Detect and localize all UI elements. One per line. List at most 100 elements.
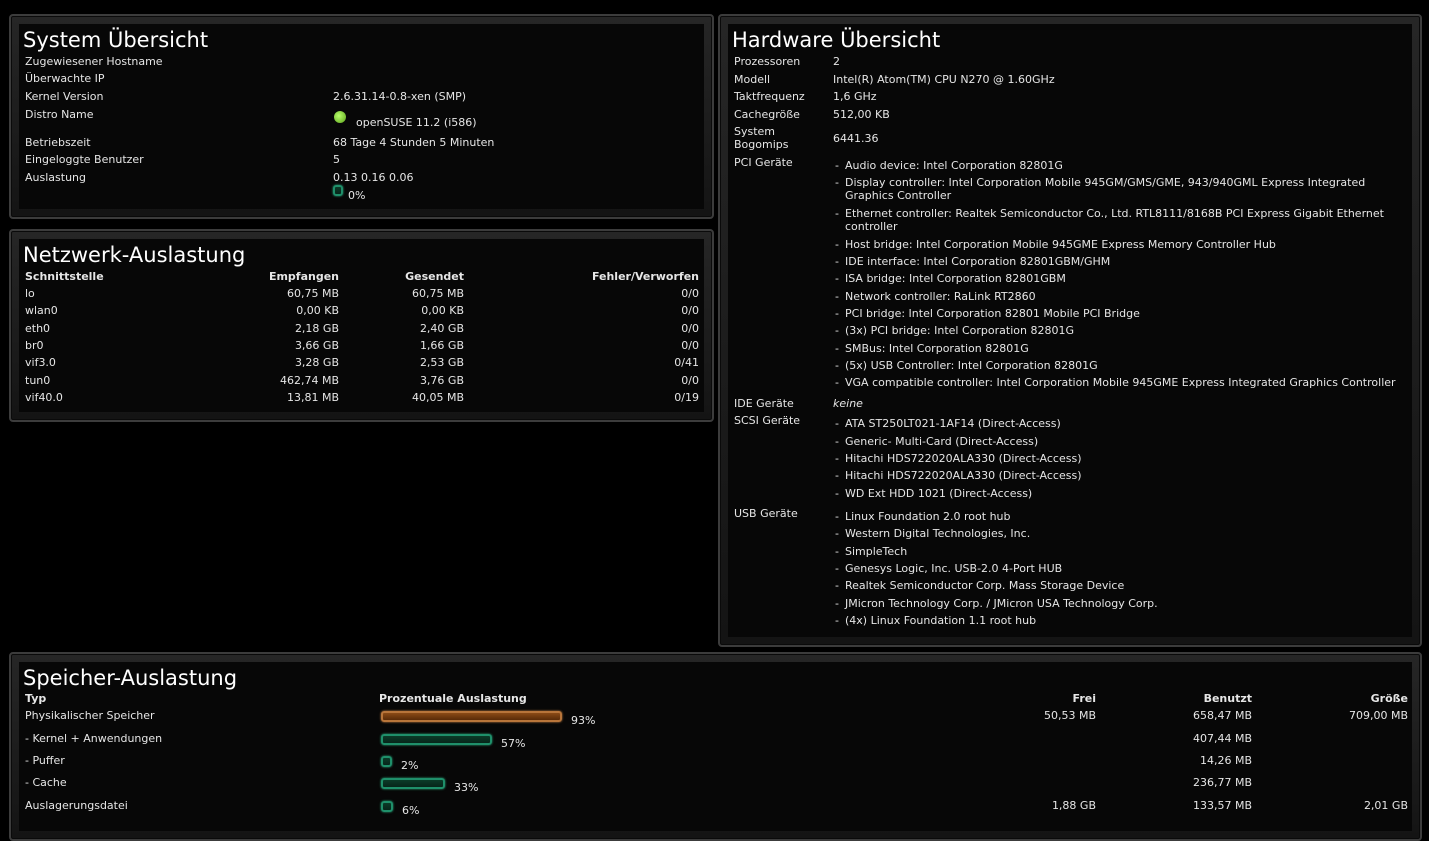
- ip-label: Überwachte IP: [25, 72, 105, 85]
- list-item: Hitachi HDS722020ALA330 (Direct-Access): [834, 452, 1406, 469]
- memory-header-percent: Prozentuale Auslastung: [379, 692, 527, 705]
- list-item: ATA ST250LT021-1AF14 (Direct-Access): [834, 417, 1406, 435]
- received-value: 462,74 MB: [279, 374, 339, 387]
- memory-header-used: Benutzt: [1203, 692, 1252, 705]
- uptime-label: Betriebszeit: [25, 136, 91, 149]
- list-item: (5x) USB Controller: Intel Corporation 8…: [834, 359, 1406, 376]
- usage-percent: 6%: [402, 804, 420, 817]
- list-item: SimpleTech: [834, 545, 1406, 562]
- received-value: 0,00 KB: [296, 304, 339, 317]
- size-value: 2,01 GB: [1363, 799, 1408, 812]
- bogomips-label-line2: Bogomips: [734, 138, 789, 151]
- network-title: Netzwerk-Auslastung: [23, 243, 246, 267]
- usage-percent: 2%: [401, 759, 419, 772]
- list-item: Ethernet controller: Realtek Semiconduct…: [834, 207, 1406, 238]
- errors-value: 0/0: [681, 287, 699, 300]
- list-item: Audio device: Intel Corporation 82801G: [834, 159, 1406, 176]
- used-value: 236,77 MB: [1192, 776, 1252, 789]
- received-value: 3,28 GB: [294, 356, 339, 369]
- pci-device-list: Audio device: Intel Corporation 82801G D…: [834, 159, 1406, 393]
- memory-panel: Speicher-Auslastung Typ Prozentuale Ausl…: [9, 652, 1422, 841]
- received-value: 2,18 GB: [294, 322, 339, 335]
- hostname-label: Zugewiesener Hostname: [25, 55, 163, 68]
- clock-label: Taktfrequenz: [734, 90, 805, 103]
- list-item: Hitachi HDS722020ALA330 (Direct-Access): [834, 469, 1406, 487]
- cache-label: Cachegröße: [734, 108, 800, 121]
- sent-value: 2,53 GB: [419, 356, 464, 369]
- system-overview-body: [19, 24, 704, 209]
- network-header-sent: Gesendet: [405, 270, 464, 283]
- usage-bar: [381, 711, 562, 722]
- list-item: Realtek Semiconductor Corp. Mass Storage…: [834, 579, 1406, 597]
- kernel-value: 2.6.31.14-0.8-xen (SMP): [333, 90, 467, 103]
- network-header-received: Empfangen: [268, 270, 339, 283]
- sent-value: 0,00 KB: [421, 304, 464, 317]
- model-label: Modell: [734, 73, 771, 86]
- bogomips-label-line1: System: [734, 125, 776, 138]
- sent-value: 60,75 MB: [411, 287, 464, 300]
- list-item: (3x) PCI bridge: Intel Corporation 82801…: [834, 324, 1406, 342]
- system-overview-title: System Übersicht: [23, 28, 209, 52]
- errors-value: 0/0: [681, 304, 699, 317]
- processors-value: 2: [833, 55, 840, 68]
- usage-percent: 93%: [571, 714, 596, 727]
- received-value: 13,81 MB: [286, 391, 339, 404]
- pci-label: PCI Geräte: [734, 156, 793, 169]
- list-item: VGA compatible controller: Intel Corpora…: [834, 376, 1406, 393]
- list-item: Western Digital Technologies, Inc.: [834, 527, 1406, 545]
- processors-label: Prozessoren: [734, 55, 801, 68]
- memory-type: Physikalischer Speicher: [25, 709, 155, 722]
- memory-type: - Puffer: [25, 754, 65, 767]
- list-item: Generic- Multi-Card (Direct-Access): [834, 435, 1406, 452]
- errors-value: 0/0: [681, 339, 699, 352]
- memory-title: Speicher-Auslastung: [23, 666, 238, 690]
- clock-value: 1,6 GHz: [833, 90, 877, 103]
- list-item: Network controller: RaLink RT2860: [834, 290, 1406, 307]
- network-header-interface: Schnittstelle: [25, 270, 104, 283]
- list-item: IDE interface: Intel Corporation 82801GB…: [834, 255, 1406, 272]
- usage-bar: [381, 734, 492, 745]
- list-item: WD Ext HDD 1021 (Direct-Access): [834, 487, 1406, 504]
- usage-bar: [381, 801, 393, 812]
- opensuse-logo-icon: [334, 111, 346, 123]
- sent-value: 1,66 GB: [419, 339, 464, 352]
- list-item: PCI bridge: Intel Corporation 82801 Mobi…: [834, 307, 1406, 324]
- model-value: Intel(R) Atom(TM) CPU N270 @ 1.60GHz: [833, 73, 1055, 86]
- memory-header-size: Größe: [1370, 692, 1408, 705]
- load-label: Auslastung: [25, 171, 86, 184]
- memory-body: [19, 662, 1412, 831]
- scsi-label: SCSI Geräte: [734, 414, 801, 427]
- hardware-panel: Hardware Übersicht Prozessoren 2 Modell …: [718, 14, 1422, 647]
- load-value: 0.13 0.16 0.06: [333, 171, 414, 184]
- free-value: 1,88 GB: [1051, 799, 1096, 812]
- usage-bar: [381, 756, 392, 767]
- cache-value: 512,00 KB: [833, 108, 890, 121]
- usage-bar: [381, 778, 445, 789]
- memory-type: - Kernel + Anwendungen: [25, 732, 163, 745]
- list-item: Genesys Logic, Inc. USB-2.0 4-Port HUB: [834, 562, 1406, 579]
- sent-value: 3,76 GB: [419, 374, 464, 387]
- hardware-title: Hardware Übersicht: [732, 28, 941, 52]
- usb-label: USB Geräte: [734, 507, 798, 520]
- free-value: 50,53 MB: [1043, 709, 1096, 722]
- list-item: Display controller: Intel Corporation Mo…: [834, 176, 1406, 207]
- used-value: 14,26 MB: [1199, 754, 1252, 767]
- load-bar: [333, 185, 343, 196]
- kernel-label: Kernel Version: [25, 90, 104, 103]
- memory-type: Auslagerungsdatei: [25, 799, 128, 812]
- list-item: SMBus: Intel Corporation 82801G: [834, 342, 1406, 359]
- memory-header-free: Frei: [1072, 692, 1096, 705]
- memory-type: - Cache: [25, 776, 67, 789]
- usage-percent: 33%: [454, 781, 479, 794]
- interface-name: vif40.0: [25, 391, 63, 404]
- interface-name: lo: [25, 287, 35, 300]
- uptime-value: 68 Tage 4 Stunden 5 Minuten: [333, 136, 495, 149]
- network-header-errors: Fehler/Verworfen: [591, 270, 699, 283]
- received-value: 60,75 MB: [286, 287, 339, 300]
- network-panel: Netzwerk-Auslastung Schnittstelle Empfan…: [9, 229, 714, 422]
- users-label: Eingeloggte Benutzer: [25, 153, 144, 166]
- used-value: 658,47 MB: [1192, 709, 1252, 722]
- interface-name: eth0: [25, 322, 51, 335]
- sent-value: 2,40 GB: [419, 322, 464, 335]
- used-value: 133,57 MB: [1192, 799, 1252, 812]
